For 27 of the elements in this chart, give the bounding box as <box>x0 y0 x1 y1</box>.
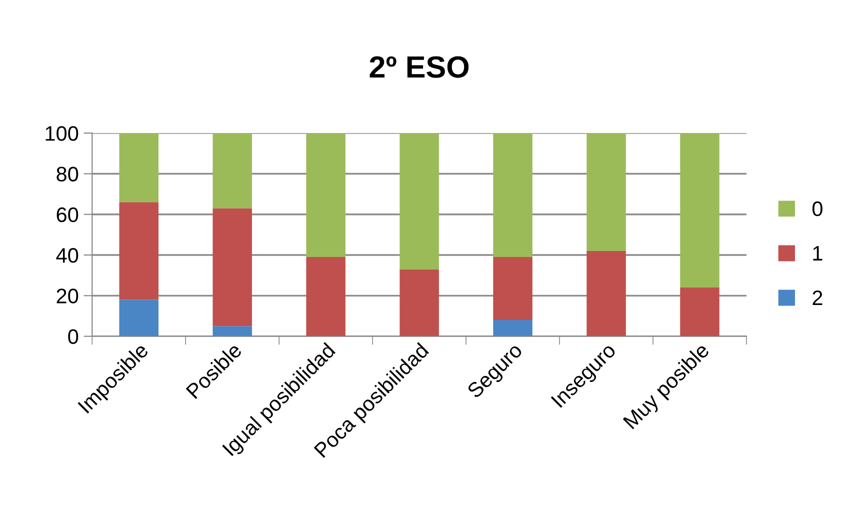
legend-label: 0 <box>812 201 822 216</box>
bar <box>400 133 439 270</box>
bar <box>212 133 252 208</box>
bar <box>680 133 720 288</box>
y-tick-label: 20 <box>56 288 78 304</box>
legend-label: 1 <box>813 246 822 260</box>
bar <box>586 250 626 336</box>
y-tick-label: 0 <box>68 329 78 344</box>
bar <box>212 326 252 336</box>
bar <box>400 269 439 336</box>
bar <box>493 133 532 258</box>
bar <box>586 133 626 251</box>
bar <box>119 300 158 336</box>
bar <box>680 288 720 336</box>
bar <box>306 257 346 336</box>
bar <box>119 133 158 202</box>
bar <box>119 202 158 300</box>
bar <box>493 320 532 336</box>
bar <box>306 133 346 258</box>
legend-label: 2 <box>812 290 822 305</box>
y-tick-label: 60 <box>56 207 78 222</box>
y-tick-label: 80 <box>56 166 78 182</box>
chart-title: 2º ESO <box>370 56 469 78</box>
bar <box>212 208 252 326</box>
bar <box>493 257 532 320</box>
y-tick-label: 100 <box>46 126 78 141</box>
y-tick-label: 40 <box>56 248 78 263</box>
